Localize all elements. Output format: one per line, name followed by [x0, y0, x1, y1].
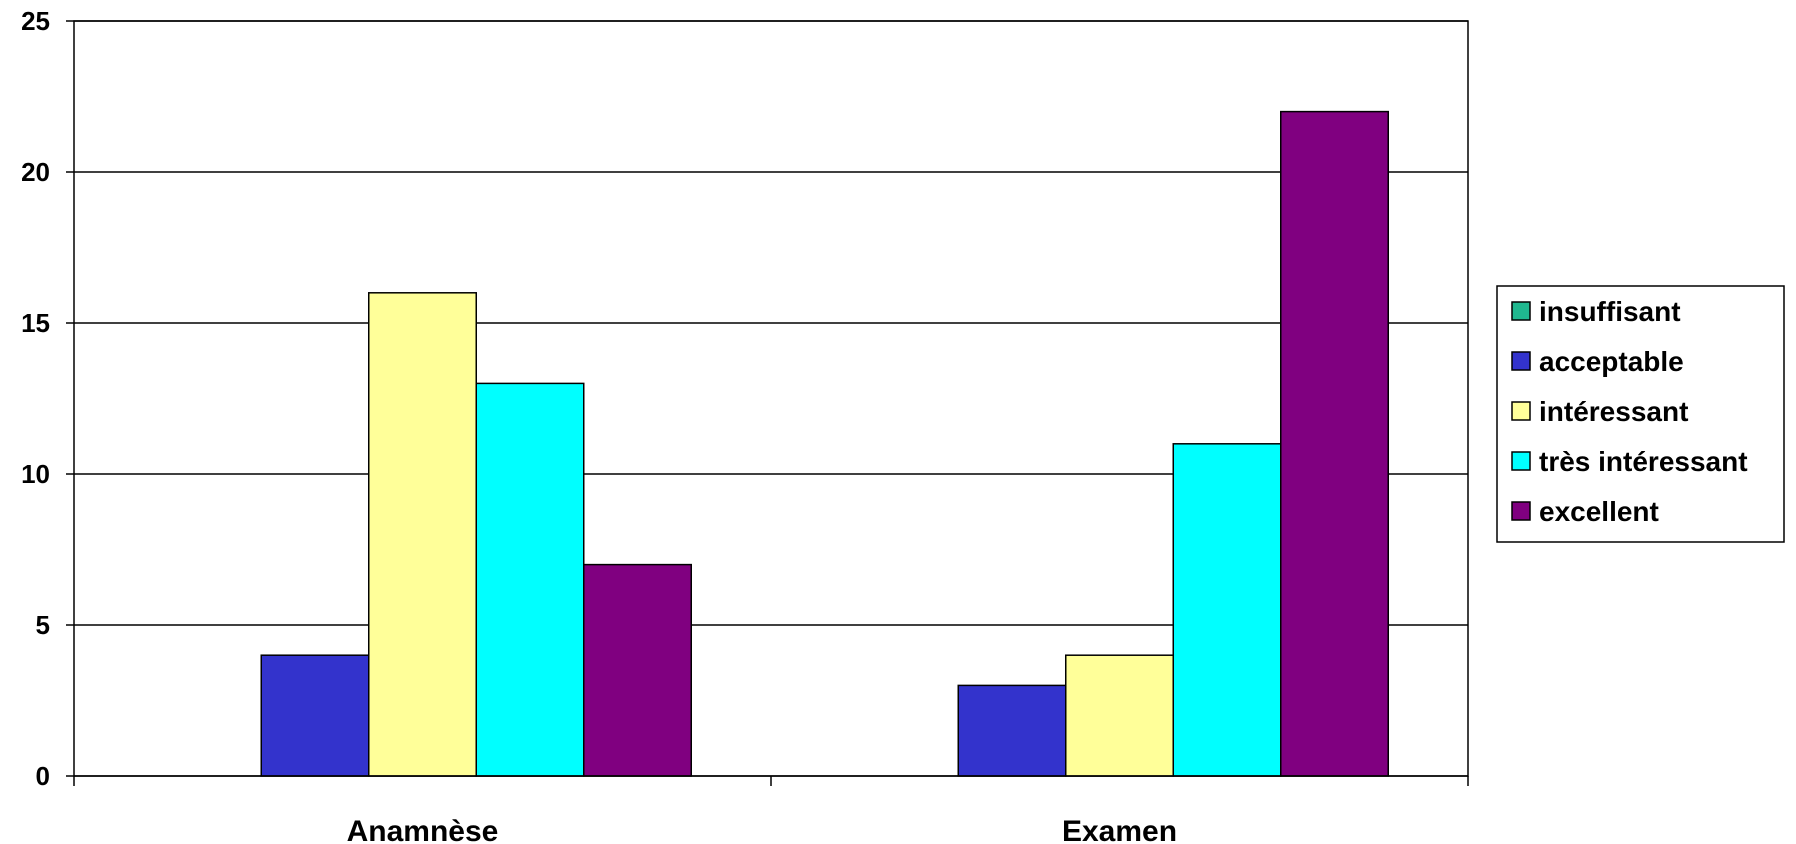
bar-2-1 — [1065, 654, 1174, 777]
bars — [260, 110, 1389, 777]
legend-swatch — [1511, 301, 1531, 321]
axes — [66, 20, 1469, 786]
bar-1-1 — [957, 684, 1067, 777]
legend-swatch — [1511, 451, 1531, 471]
y-tick-label: 5 — [36, 610, 50, 640]
y-tick-label: 25 — [21, 6, 50, 36]
legend-swatch — [1511, 351, 1531, 371]
bar-3-1 — [1172, 443, 1282, 777]
bar-2-0 — [368, 292, 477, 777]
bar-4-0 — [583, 563, 692, 777]
y-tick-label: 20 — [21, 157, 50, 187]
legend-label: intéressant — [1539, 396, 1688, 427]
bar-4-1 — [1280, 110, 1389, 777]
labels: 0 5 10 15 20 25 Anamnèse Examen — [21, 6, 1177, 844]
legend-label: insuffisant — [1539, 296, 1681, 327]
legend-label: excellent — [1539, 496, 1659, 527]
legend-swatch — [1511, 501, 1531, 521]
legend-box — [1496, 285, 1785, 543]
bar-1-0 — [260, 654, 370, 777]
y-tick-label: 10 — [21, 459, 50, 489]
y-tick-label: 15 — [21, 308, 50, 338]
y-tick-label: 0 — [36, 761, 50, 791]
x-category-label: Examen — [1062, 815, 1177, 844]
legend-swatch — [1511, 401, 1531, 421]
legend: insuffisant acceptable intéressant très int… — [1496, 285, 1785, 543]
x-category-label: Anamnèse — [347, 815, 499, 844]
legend-label: très intéressant — [1539, 446, 1748, 477]
legend-label: acceptable — [1539, 346, 1684, 377]
bar-3-0 — [475, 382, 585, 777]
